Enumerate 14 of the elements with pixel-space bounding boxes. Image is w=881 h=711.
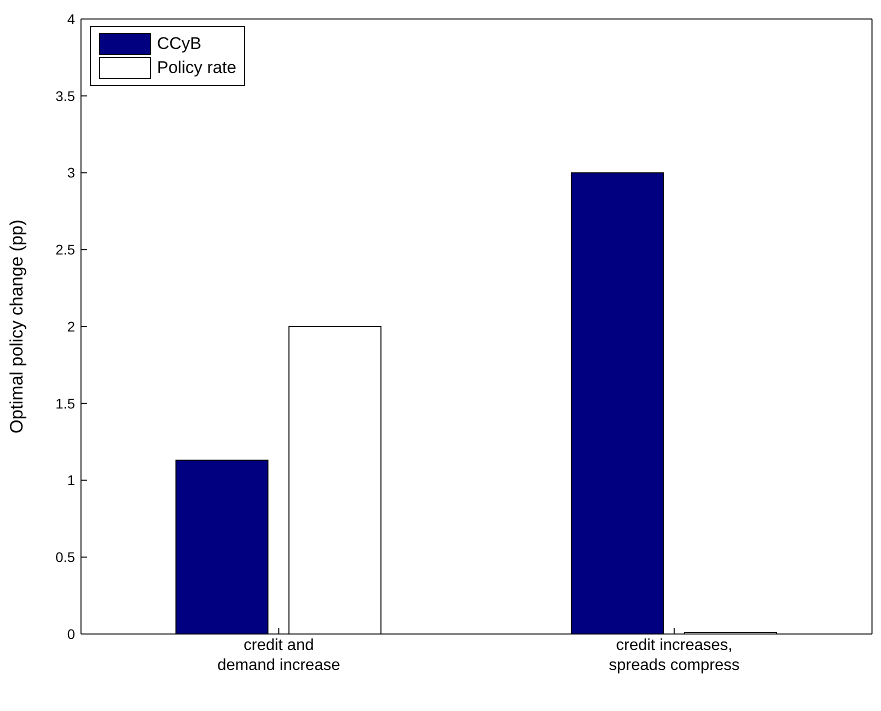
y-axis-title: Optimal policy change (pp): [6, 219, 26, 434]
y-tick-label: 4: [67, 10, 76, 27]
y-tick-label: 0.5: [56, 549, 76, 566]
x-tick-label: credit increases, spreads compress: [608, 637, 740, 674]
y-tick-label: 2.5: [56, 242, 76, 258]
y-tick-label: 1: [67, 472, 76, 488]
y-tick-label: 1.5: [56, 395, 76, 412]
legend-label: CCyB: [157, 34, 202, 54]
y-tick-label: 2: [67, 318, 76, 334]
y-tick-label: 3: [67, 164, 76, 181]
y-tick-label: 0: [67, 626, 76, 642]
y-tick-label: 3.5: [56, 88, 76, 104]
legend-label: Policy rate: [157, 58, 236, 78]
x-tick-label: credit and demand increase: [217, 637, 340, 674]
